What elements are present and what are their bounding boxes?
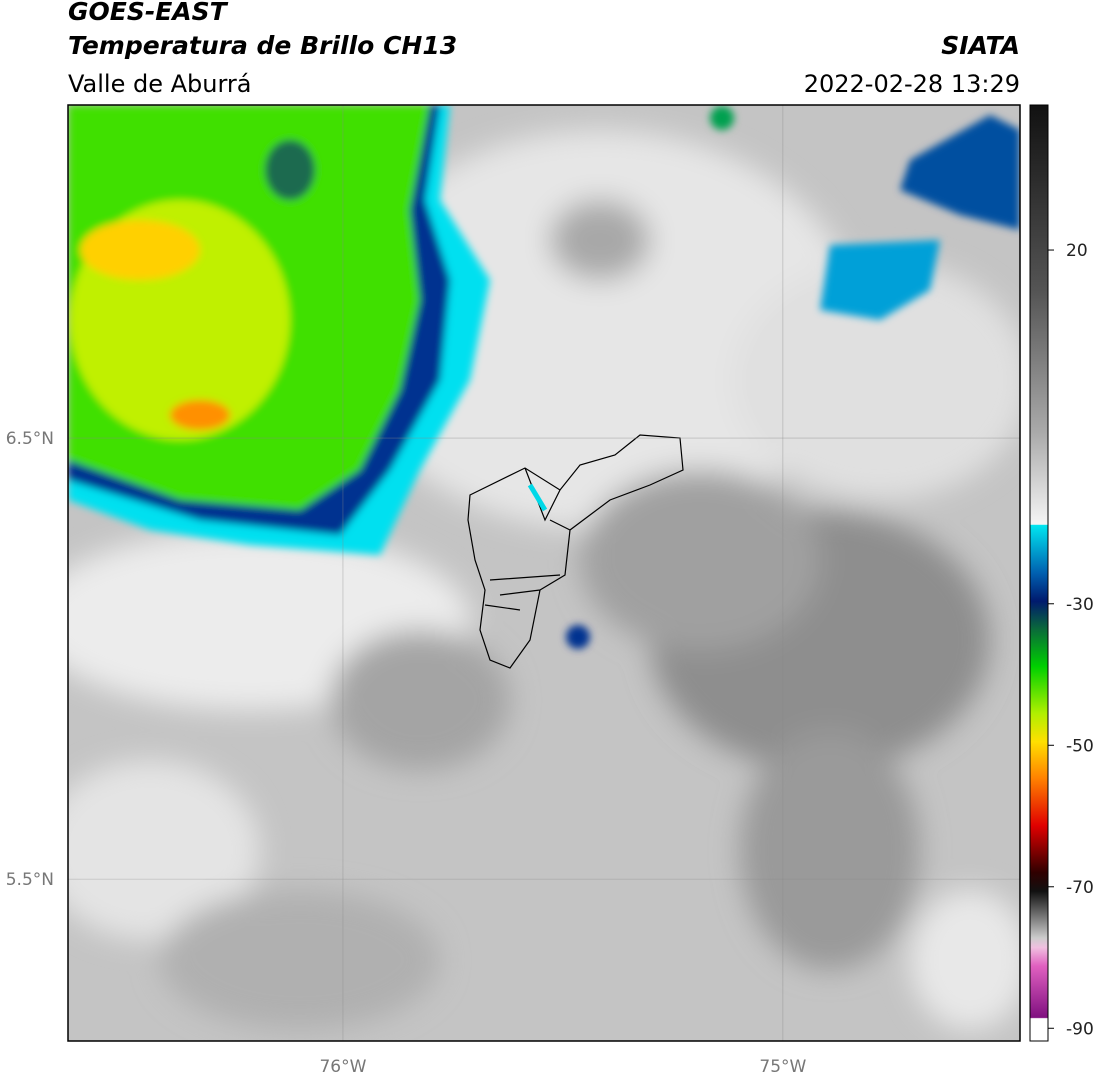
timestamp: 2022-02-28 13:29 [804,70,1020,98]
satellite-image [68,105,1020,1041]
colorbar-tick-label: -50 [1066,736,1094,756]
title: GOES-EAST [68,0,229,26]
y-tick-label: 6.5°N [6,429,54,449]
x-tick-label: 75°W [759,1057,806,1077]
colorbar [1029,104,1049,1042]
y-tick-label: 5.5°N [6,870,54,890]
colorbar-tick-label: 20 [1066,241,1088,261]
region: Valle de Aburrá [68,70,252,98]
colorbar-tick-label: -90 [1066,1019,1094,1039]
source: SIATA [941,31,1020,60]
x-tick-label: 76°W [319,1057,366,1077]
map-frame [67,104,1021,1042]
subtitle: Temperatura de Brillo CH13 [68,31,457,60]
colorbar-tick-label: -70 [1066,878,1094,898]
colorbar-tick-label: -30 [1066,595,1094,615]
